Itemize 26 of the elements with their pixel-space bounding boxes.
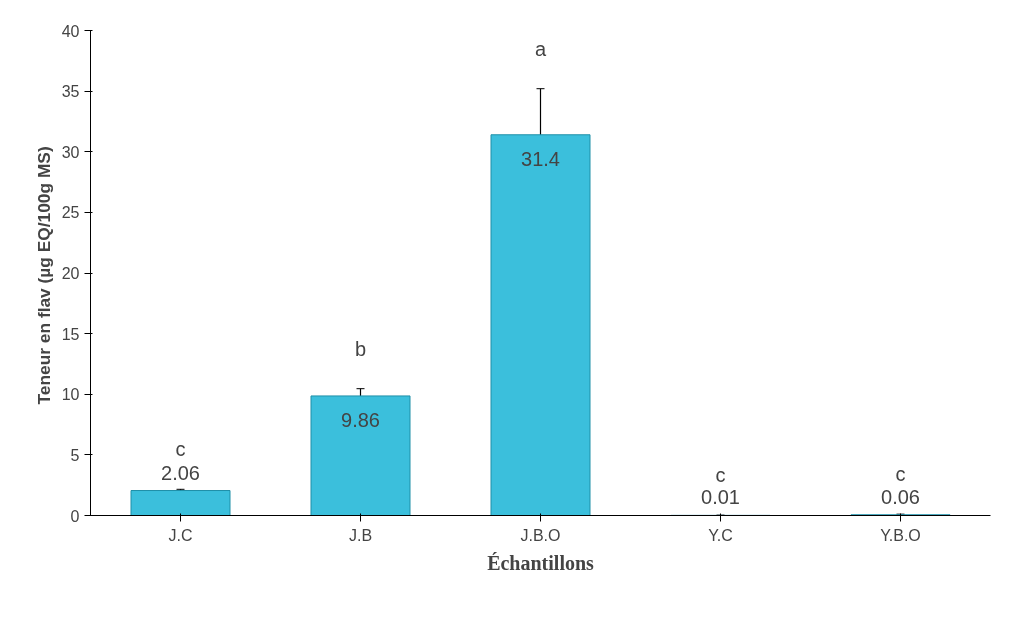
- y-tick-label: 40: [61, 22, 80, 40]
- y-tick-label: 20: [61, 265, 80, 282]
- y-tick-label: 10: [61, 386, 80, 404]
- data-label: 0.01: [701, 486, 740, 509]
- y-tick-label: 30: [61, 143, 80, 161]
- x-tick-label: J.B: [348, 526, 373, 544]
- y-tick-label: 25: [61, 204, 80, 222]
- x-tick-label: J.B.O: [520, 526, 561, 544]
- data-label: 2.06: [161, 461, 200, 484]
- x-tick-label: Y.B.O: [880, 526, 921, 544]
- x-axis-title: Échantillons: [487, 551, 595, 574]
- y-tick-label: 0: [70, 507, 80, 525]
- data-label: 0.06: [881, 485, 920, 508]
- data-label: 31.4: [521, 148, 560, 171]
- y-axis-title: Teneur en flav (µg EQ/100g MS): [33, 146, 54, 405]
- annotation: c: [895, 463, 906, 486]
- annotation: b: [354, 337, 367, 360]
- data-label: 9.86: [341, 409, 380, 432]
- y-tick-label: 35: [61, 83, 80, 101]
- y-tick-label: 5: [70, 446, 80, 464]
- x-tick-label: Y.C: [708, 526, 733, 544]
- x-tick-label: J.C: [168, 526, 193, 544]
- annotation: c: [175, 438, 186, 461]
- annotation: c: [715, 464, 726, 487]
- y-tick-label: 15: [61, 325, 80, 343]
- annotation: a: [534, 37, 547, 60]
